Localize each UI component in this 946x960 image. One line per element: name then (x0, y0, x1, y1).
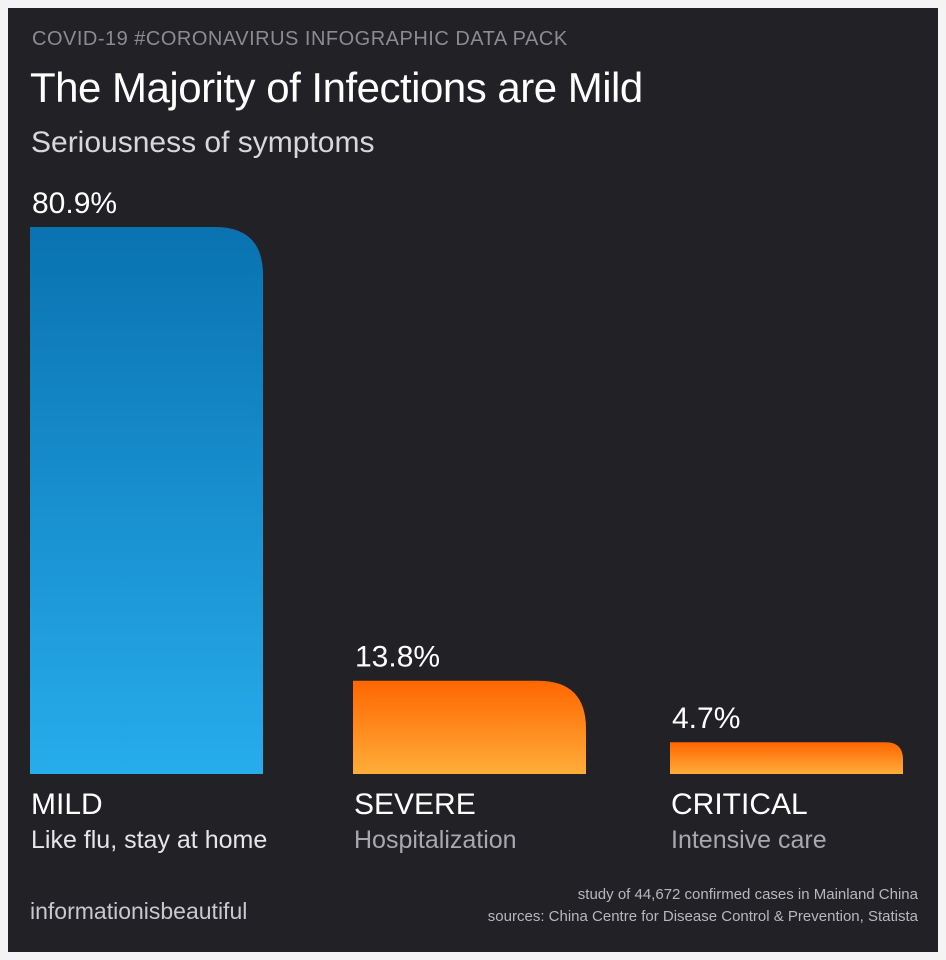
chart-subtitle: Seriousness of symptoms (31, 126, 375, 159)
bar-severe (353, 680, 586, 774)
value-label-critical: 4.7% (672, 702, 740, 735)
bar-mild (30, 227, 263, 774)
category-label-severe: SEVERE (354, 788, 476, 821)
category-label-critical: CRITICAL (671, 788, 808, 821)
value-label-severe: 13.8% (355, 641, 440, 674)
bar-chart: 80.9% MILD Like flu, stay at home 13.8% SEVE… (30, 187, 903, 854)
chart-title: The Majority of Infections are Mild (30, 64, 643, 111)
category-description-severe: Hospitalization (354, 826, 517, 854)
infographic-panel: COVID-19 #CORONAVIRUS INFOGRAPHIC DATA P… (8, 8, 938, 952)
bar-critical (670, 742, 903, 774)
brand-wordmark: informationisbeautiful (30, 898, 248, 924)
data-pack-label: COVID-19 #CORONAVIRUS INFOGRAPHIC DATA P… (32, 28, 568, 50)
category-description-mild: Like flu, stay at home (31, 826, 267, 854)
study-note: study of 44,672 confirmed cases in Mainl… (577, 886, 918, 903)
sources-note: sources: China Centre for Disease Contro… (487, 908, 918, 925)
category-description-critical: Intensive care (671, 826, 827, 854)
footer-notes: study of 44,672 confirmed cases in Mainl… (488, 884, 918, 928)
value-label-mild: 80.9% (32, 187, 117, 220)
category-label-mild: MILD (31, 788, 103, 821)
